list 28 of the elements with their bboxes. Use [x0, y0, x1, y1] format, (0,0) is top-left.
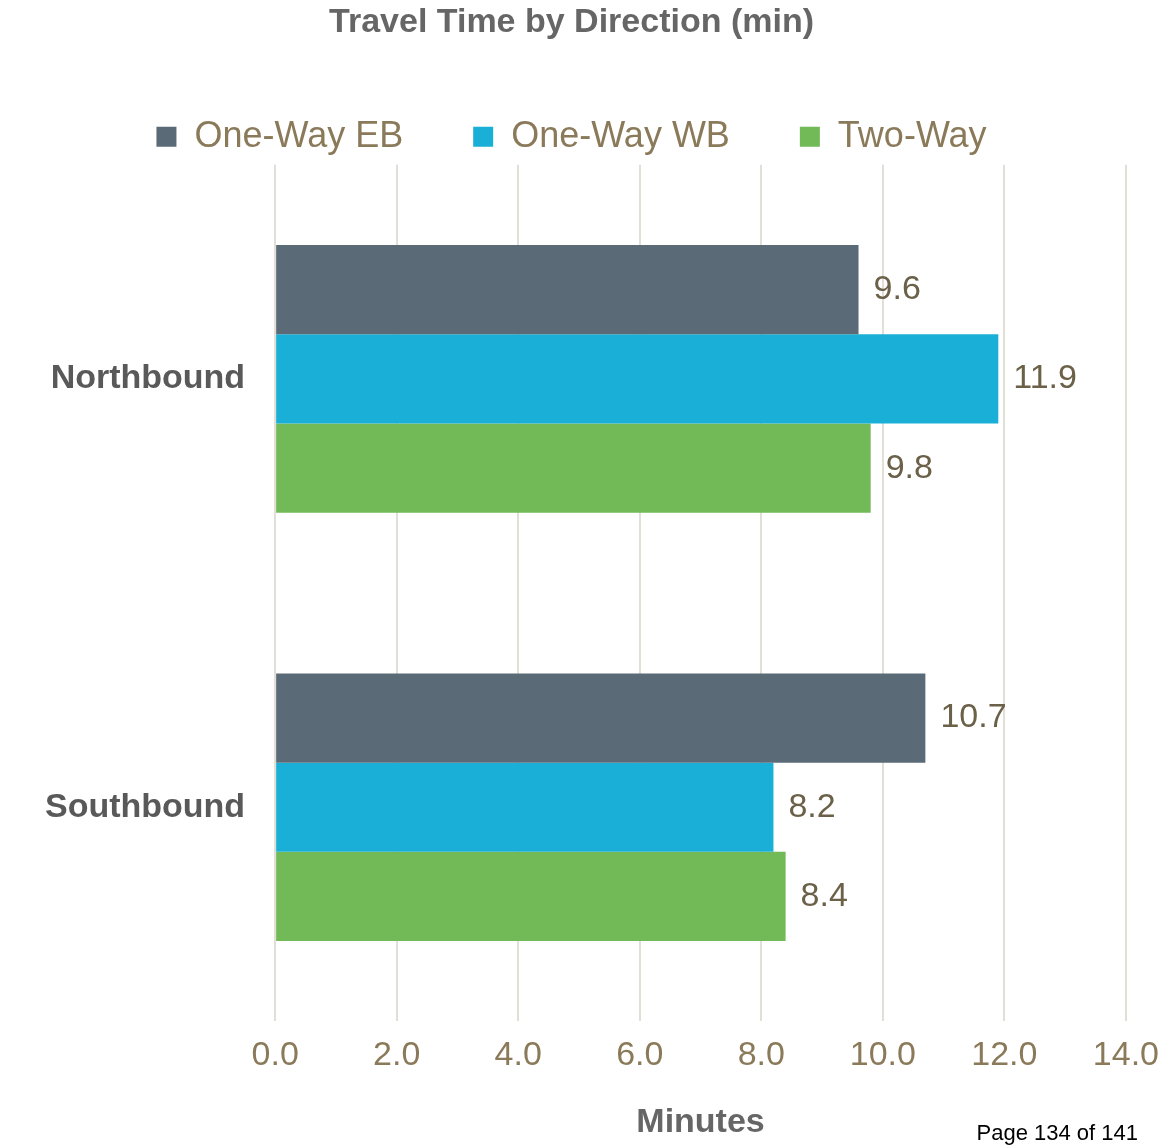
x-axis-title: Minutes: [636, 1100, 765, 1139]
x-tick-label: 6.0: [616, 1034, 664, 1073]
bar: [276, 673, 926, 763]
legend-label: One-Way WB: [511, 113, 730, 155]
x-tick-label: 2.0: [373, 1034, 421, 1073]
data-label: 8.2: [788, 785, 836, 824]
x-tick-label: 10.0: [849, 1034, 916, 1073]
bar: [276, 334, 999, 424]
data-label: 8.4: [800, 874, 848, 913]
legend-label: Two-Way: [837, 113, 987, 155]
legend-label: One-Way EB: [194, 113, 404, 155]
data-label: 9.6: [873, 268, 921, 307]
data-label: 9.8: [885, 446, 933, 485]
data-label: 11.9: [1013, 357, 1077, 396]
bar: [276, 423, 871, 513]
x-tick-label: 8.0: [737, 1034, 785, 1073]
y-tick-label: Northbound: [50, 357, 246, 396]
x-tick-label: 4.0: [494, 1034, 542, 1073]
chart-title: Travel Time by Direction (min): [329, 0, 814, 39]
bar: [276, 762, 774, 852]
data-label: 10.7: [940, 696, 1007, 735]
bar: [276, 245, 859, 335]
bar: [276, 851, 786, 942]
x-tick-label: 0.0: [251, 1034, 299, 1073]
x-tick-label: 12.0: [971, 1034, 1038, 1073]
y-tick-label: Southbound: [44, 785, 246, 824]
text: Page 134 of 141: [976, 1120, 1138, 1146]
x-tick-label: 14.0: [1092, 1034, 1160, 1073]
